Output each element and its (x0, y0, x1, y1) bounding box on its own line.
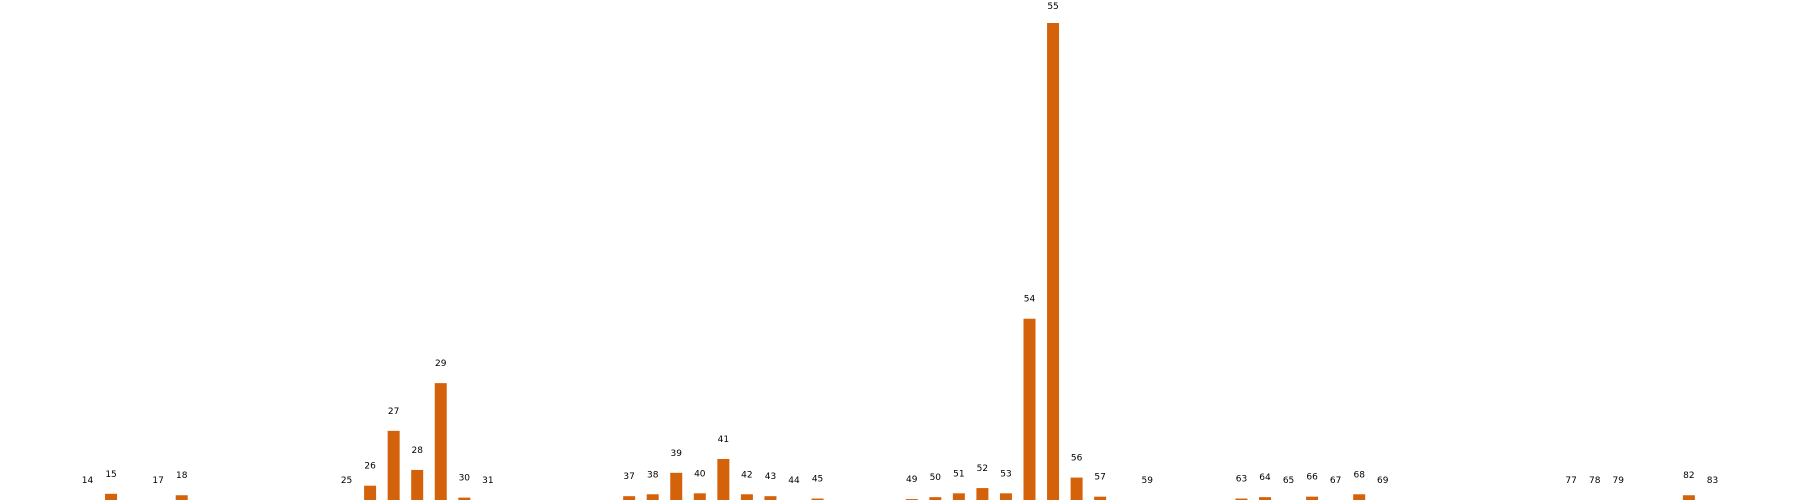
bar-label-45: 45 (812, 475, 823, 485)
bar-label-49: 49 (906, 475, 918, 485)
bar-label-57: 57 (1094, 473, 1105, 483)
bar-label-26: 26 (364, 462, 376, 472)
bar-label-40: 40 (694, 469, 706, 479)
bar-18 (175, 495, 188, 500)
bar-56 (1070, 477, 1083, 500)
bar-38 (646, 494, 659, 500)
bar-label-15: 15 (105, 470, 116, 480)
bar-64 (1259, 497, 1271, 500)
bar-label-42: 42 (741, 470, 752, 480)
bar-label-43: 43 (765, 472, 776, 482)
bar-57 (1094, 496, 1107, 500)
bar-68 (1353, 494, 1366, 500)
bars-group (105, 23, 1695, 500)
bar-51 (952, 493, 965, 500)
bar-label-50: 50 (930, 473, 942, 483)
bar-label-52: 52 (977, 464, 988, 474)
bar-27 (387, 430, 400, 500)
bar-label-67: 67 (1330, 476, 1341, 486)
bar-label-55: 55 (1047, 2, 1058, 12)
bar-label-63: 63 (1236, 475, 1247, 485)
bar-29 (434, 383, 447, 500)
bar-label-82: 82 (1683, 471, 1694, 481)
bar-54 (1023, 318, 1036, 500)
bar-label-79: 79 (1613, 476, 1625, 486)
bar-39 (670, 472, 683, 500)
bar-label-30: 30 (459, 474, 471, 484)
bar-label-41: 41 (718, 435, 729, 445)
bar-label-17: 17 (152, 476, 163, 486)
bar-label-66: 66 (1306, 473, 1318, 483)
bar-82 (1682, 495, 1695, 500)
bar-label-29: 29 (435, 359, 447, 369)
bar-66 (1306, 496, 1319, 500)
bar-label-53: 53 (1000, 469, 1011, 479)
bar-label-51: 51 (953, 469, 964, 479)
bar-45 (811, 498, 824, 500)
bar-label-14: 14 (82, 476, 94, 486)
bar-label-56: 56 (1071, 454, 1083, 464)
bar-label-68: 68 (1353, 470, 1365, 480)
bar-label-69: 69 (1377, 476, 1389, 486)
bar-label-65: 65 (1283, 476, 1294, 486)
bar-label-38: 38 (647, 470, 659, 480)
bar-label-31: 31 (482, 476, 493, 486)
bar-label-28: 28 (411, 446, 423, 456)
bar-37 (623, 496, 636, 500)
bar-41 (717, 458, 730, 500)
bar-15 (105, 493, 118, 500)
bar-label-27: 27 (388, 407, 399, 417)
bar-label-18: 18 (176, 471, 188, 481)
bar-label-37: 37 (623, 472, 634, 482)
bar-30 (458, 497, 471, 500)
bar-55 (1047, 23, 1060, 500)
labels-group: 14 15 17 18 25 26 27 28 29 30 31 37 38 39 40 41 42 43 44 45… (82, 2, 1718, 486)
bar-label-83: 83 (1707, 476, 1718, 486)
bar-label-59: 59 (1142, 476, 1154, 486)
bar-63 (1235, 498, 1248, 500)
bar-53 (999, 493, 1012, 500)
bar-52 (976, 488, 989, 500)
bar-label-78: 78 (1589, 476, 1601, 486)
bar-label-39: 39 (671, 449, 683, 459)
bar-50 (929, 497, 942, 500)
bar-label-44: 44 (788, 476, 800, 486)
bar-42 (740, 494, 753, 500)
bar-40 (693, 493, 706, 500)
bar-28 (411, 469, 424, 500)
bar-label-25: 25 (341, 476, 352, 486)
bar-label-54: 54 (1024, 295, 1036, 305)
bar-label-64: 64 (1259, 473, 1271, 483)
bar-43 (764, 496, 777, 500)
bar-label-77: 77 (1565, 476, 1576, 486)
bar-26 (364, 485, 377, 500)
